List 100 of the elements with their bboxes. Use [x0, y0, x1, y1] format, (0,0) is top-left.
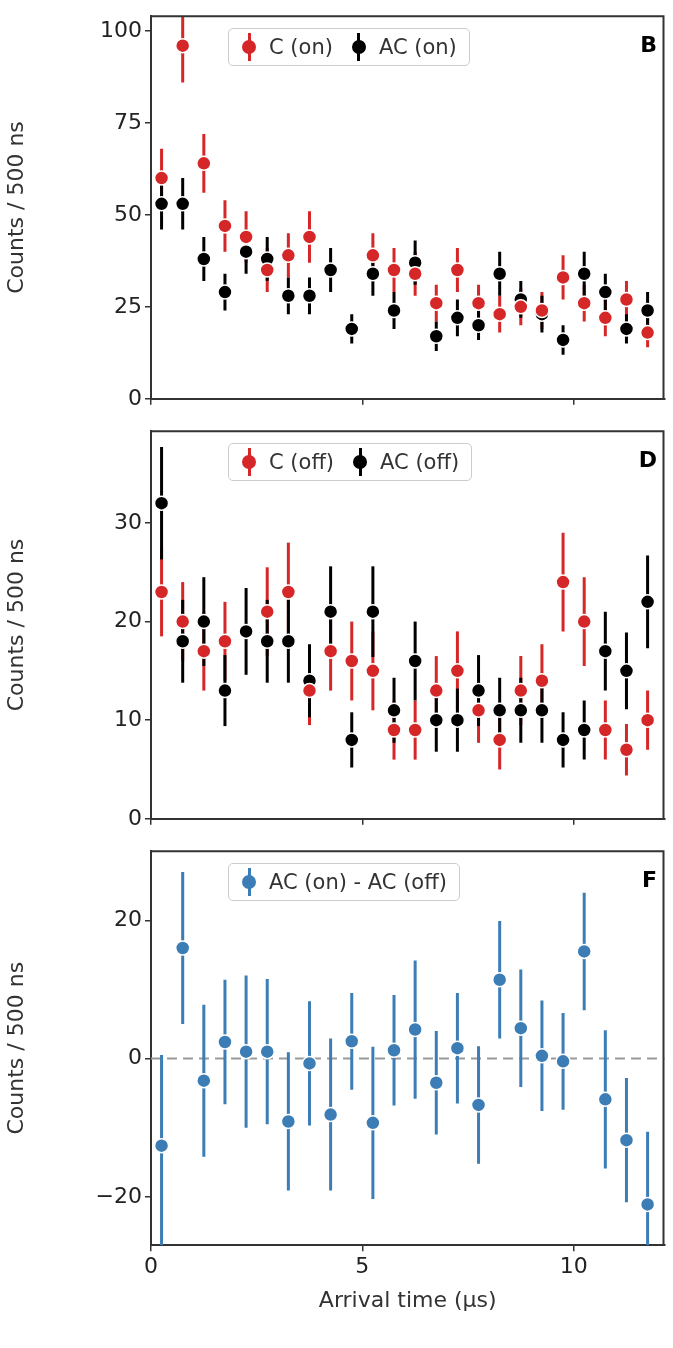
point [576, 722, 592, 738]
y-tick-label: 0 [128, 1044, 142, 1070]
point [534, 702, 550, 719]
point [555, 1053, 571, 1070]
y-tick-label: 100 [100, 16, 142, 42]
annotation: B [640, 32, 657, 58]
y-axis-title: Counts / 500 ns [2, 121, 28, 294]
legend-label: AC (off) [380, 450, 460, 475]
point [174, 633, 191, 650]
point [555, 332, 571, 348]
point [196, 643, 212, 659]
point [618, 742, 635, 758]
y-tick-label: −20 [95, 1182, 142, 1208]
point [238, 623, 254, 640]
legend-label: C (off) [269, 450, 335, 475]
point [576, 613, 592, 630]
point [491, 732, 508, 748]
point [280, 1113, 297, 1130]
point [407, 1021, 423, 1038]
point [344, 321, 360, 337]
point [196, 251, 212, 267]
point [576, 265, 592, 282]
y-axis-title: Counts / 500 ns [2, 961, 28, 1135]
point [174, 196, 191, 212]
point [491, 306, 508, 322]
point [491, 265, 508, 282]
point [301, 229, 318, 245]
point [555, 574, 571, 590]
point [618, 291, 635, 308]
y-tick-label: 75 [114, 108, 142, 134]
point [470, 317, 487, 333]
point [428, 328, 445, 345]
point [449, 663, 466, 679]
point [428, 1075, 445, 1091]
point [174, 37, 191, 54]
point [555, 269, 571, 286]
point [280, 288, 297, 304]
point [259, 603, 275, 620]
x-tick-label: 10 [559, 1253, 588, 1279]
point [639, 1196, 656, 1213]
point [618, 321, 635, 337]
point [449, 1040, 466, 1056]
point [238, 243, 254, 260]
y-tick-label: 50 [114, 200, 142, 226]
point [534, 672, 550, 689]
point [597, 722, 614, 738]
point [280, 247, 297, 264]
point [322, 603, 339, 620]
y-tick-label: 0 [128, 384, 142, 410]
point [344, 732, 360, 748]
point [513, 702, 529, 719]
point [153, 584, 170, 600]
y-tick-label: 20 [114, 906, 142, 932]
point [301, 682, 318, 699]
point [534, 1048, 550, 1064]
point [597, 284, 614, 300]
point [597, 1091, 614, 1108]
point [386, 722, 402, 738]
point [407, 722, 423, 738]
point [428, 712, 445, 728]
point [407, 265, 423, 282]
point [597, 643, 614, 659]
legend-label: AC (on) [378, 35, 457, 60]
point [513, 1020, 529, 1036]
point [365, 663, 381, 679]
point [238, 1043, 254, 1060]
point [217, 284, 233, 300]
point [597, 310, 614, 326]
point [153, 196, 170, 212]
point [386, 302, 402, 319]
point [513, 682, 529, 699]
point [301, 1055, 318, 1072]
annotation: D [638, 447, 657, 473]
point [153, 1137, 170, 1154]
point [470, 295, 487, 311]
point [196, 155, 212, 172]
point [386, 1042, 402, 1059]
point [322, 262, 339, 278]
point [576, 943, 592, 960]
legend-label: AC (on) - AC (off) [269, 870, 447, 895]
point [344, 653, 360, 669]
point [407, 653, 423, 669]
point [639, 324, 656, 341]
y-tick-label: 25 [114, 292, 142, 318]
point [301, 288, 318, 304]
annotation: F [641, 867, 657, 893]
point [449, 262, 466, 278]
point [491, 972, 508, 988]
point [259, 633, 275, 650]
point [365, 1115, 381, 1131]
point [174, 940, 191, 956]
point [428, 682, 445, 699]
point [470, 1097, 487, 1113]
y-tick-label: 10 [114, 705, 142, 731]
point [322, 1106, 339, 1123]
point [344, 1033, 360, 1050]
point [259, 262, 275, 278]
point [322, 643, 339, 659]
point [513, 299, 529, 315]
point [639, 594, 656, 610]
